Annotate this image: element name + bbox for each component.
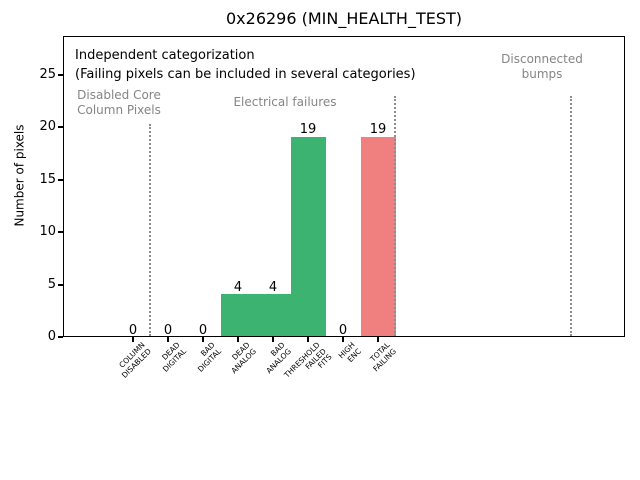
x-tick-mark (342, 337, 344, 342)
x-tick-mark (237, 337, 239, 342)
y-tick-label: 20 (39, 119, 56, 134)
bar-value-label: 19 (369, 122, 387, 137)
region-divider-disconnected (570, 96, 572, 336)
bar-value-label: 0 (163, 323, 173, 338)
x-tick-mark (307, 337, 309, 342)
y-tick-label: 25 (39, 67, 56, 82)
x-tick-mark (272, 337, 274, 342)
y-tick-label: 15 (39, 172, 56, 187)
region-divider-disabled-core (149, 124, 151, 336)
bar-value-label: 0 (128, 323, 138, 338)
annotation-disconnected-bumps: Disconnected bumps (501, 52, 583, 81)
bar-total-failing (360, 137, 396, 336)
annotation-independent-categorization: Independent categorization (75, 48, 255, 63)
x-tick-mark (132, 337, 134, 342)
bar-threshold (290, 137, 326, 336)
y-tick-mark (58, 336, 63, 338)
y-tick-mark (58, 284, 63, 286)
plot-area (63, 36, 625, 337)
y-tick-mark (58, 179, 63, 181)
y-tick-label: 10 (39, 224, 56, 239)
bar-value-label: 4 (233, 280, 243, 295)
bar-value-label: 0 (198, 323, 208, 338)
bar-dead-analog (220, 294, 256, 336)
annotation-disabled-core-column-pixels: Disabled Core Column Pixels (77, 88, 161, 117)
x-tick-mark (377, 337, 379, 342)
bar-value-label: 0 (338, 323, 348, 338)
x-tick-mark (202, 337, 204, 342)
annotation-electrical-failures: Electrical failures (233, 95, 337, 109)
chart-title: 0x26296 (MIN_HEALTH_TEST) (225, 9, 463, 28)
bar-bad-analog (255, 294, 291, 336)
y-tick-mark (58, 231, 63, 233)
x-tick-mark (167, 337, 169, 342)
bar-value-label: 4 (268, 280, 278, 295)
y-tick-label: 5 (47, 277, 56, 292)
y-tick-mark (58, 74, 63, 76)
region-divider-electrical (394, 96, 396, 336)
y-tick-mark (58, 126, 63, 128)
bar-value-label: 19 (299, 122, 317, 137)
annotation-independent-sub: (Failing pixels can be included in sever… (75, 67, 416, 82)
y-tick-label: 0 (47, 329, 56, 344)
